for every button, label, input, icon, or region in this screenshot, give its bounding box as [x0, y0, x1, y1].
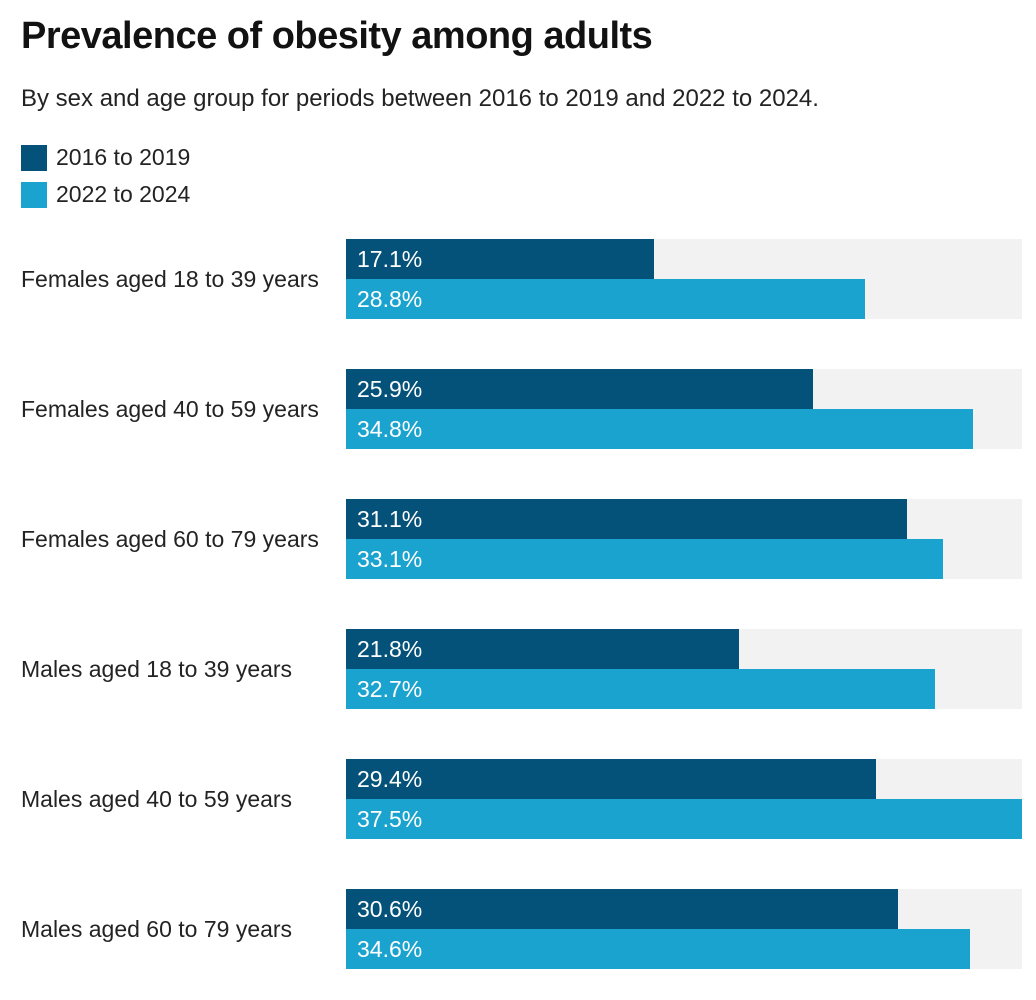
bar-track: 25.9% 34.8% — [346, 369, 1022, 449]
bar-value-label: 31.1% — [357, 505, 423, 532]
chart-legend: 2016 to 2019 2022 to 2024 — [21, 144, 1022, 208]
category-row: Males aged 18 to 39 years 21.8% 32.7% — [21, 629, 1022, 709]
bar-track: 30.6% 34.6% — [346, 889, 1022, 969]
category-row: Males aged 40 to 59 years 29.4% 37.5% — [21, 759, 1022, 839]
bar-2016-2019: 30.6% — [346, 889, 898, 929]
bar-2022-2024: 37.5% — [346, 799, 1022, 839]
bar-value-label: 34.6% — [357, 935, 423, 962]
bar-2016-2019: 17.1% — [346, 239, 655, 279]
bar-track: 29.4% 37.5% — [346, 759, 1022, 839]
bar-2022-2024: 34.6% — [346, 929, 970, 969]
bar-value-label: 37.5% — [357, 805, 423, 832]
bar-value-label: 25.9% — [357, 375, 423, 402]
category-label: Females aged 40 to 59 years — [21, 396, 319, 422]
chart-title: Prevalence of obesity among adults — [21, 15, 653, 57]
bar-value-label: 32.7% — [357, 675, 423, 702]
bar-value-label: 17.1% — [357, 245, 423, 272]
legend-label: 2022 to 2024 — [56, 181, 191, 207]
legend-item-2016-2019: 2016 to 2019 — [21, 144, 1022, 171]
bar-2022-2024: 34.8% — [346, 409, 974, 449]
legend-swatch-2022-2024 — [21, 181, 47, 208]
category-row: Females aged 60 to 79 years 31.1% 33.1% — [21, 499, 1022, 579]
category-label: Males aged 60 to 79 years — [21, 916, 293, 942]
bar-2016-2019: 21.8% — [346, 629, 739, 669]
category-row: Females aged 18 to 39 years 17.1% 28.8% — [21, 239, 1022, 319]
legend-label: 2016 to 2019 — [56, 144, 191, 170]
bar-value-label: 21.8% — [357, 635, 423, 662]
legend-item-2022-2024: 2022 to 2024 — [21, 181, 1022, 208]
bar-chart: Females aged 18 to 39 years 17.1% 28.8% … — [21, 239, 1022, 969]
bar-value-label: 28.8% — [357, 285, 423, 312]
bar-2022-2024: 32.7% — [346, 669, 936, 709]
bar-2016-2019: 31.1% — [346, 499, 907, 539]
category-label: Males aged 18 to 39 years — [21, 656, 293, 682]
bar-track: 21.8% 32.7% — [346, 629, 1022, 709]
bar-2022-2024: 28.8% — [346, 279, 866, 319]
category-label: Females aged 18 to 39 years — [21, 266, 319, 292]
bar-2016-2019: 25.9% — [346, 369, 813, 409]
category-row: Females aged 40 to 59 years 25.9% 34.8% — [21, 369, 1022, 449]
category-row: Males aged 60 to 79 years 30.6% 34.6% — [21, 889, 1022, 969]
obesity-chart-page: Prevalence of obesity among adults By se… — [0, 14, 1036, 969]
bar-2022-2024: 33.1% — [346, 539, 943, 579]
chart-subtitle: By sex and age group for periods between… — [21, 85, 819, 112]
bar-value-label: 33.1% — [357, 545, 423, 572]
bar-2016-2019: 29.4% — [346, 759, 876, 799]
category-label: Females aged 60 to 79 years — [21, 526, 319, 552]
bar-value-label: 29.4% — [357, 765, 423, 792]
legend-swatch-2016-2019 — [21, 144, 47, 171]
category-label: Males aged 40 to 59 years — [21, 786, 293, 812]
bar-value-label: 30.6% — [357, 895, 423, 922]
bar-value-label: 34.8% — [357, 415, 423, 442]
bar-track: 17.1% 28.8% — [346, 239, 1022, 319]
bar-track: 31.1% 33.1% — [346, 499, 1022, 579]
